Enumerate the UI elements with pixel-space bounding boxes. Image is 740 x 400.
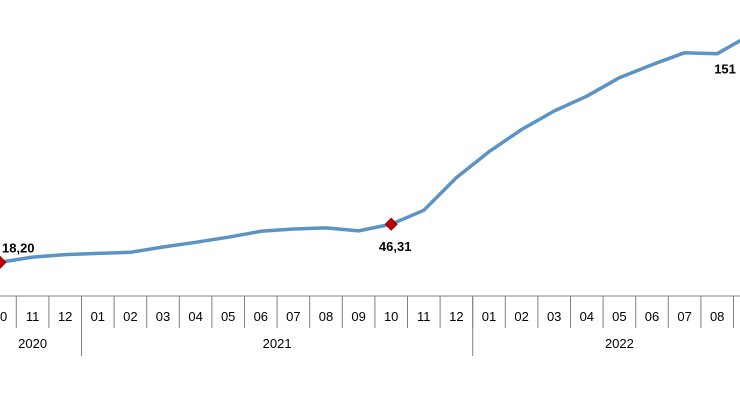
month-tick-label: 08 bbox=[319, 309, 333, 324]
month-tick-label: 12 bbox=[449, 309, 463, 324]
month-tick-label: 12 bbox=[58, 309, 72, 324]
month-tick-label: 03 bbox=[547, 309, 561, 324]
year-label: 2022 bbox=[605, 336, 634, 351]
data-point-marker bbox=[0, 255, 7, 269]
month-tick-label: 06 bbox=[645, 309, 659, 324]
month-tick-label: 08 bbox=[710, 309, 724, 324]
month-tick-label: 01 bbox=[482, 309, 496, 324]
month-tick-label: 03 bbox=[156, 309, 170, 324]
month-tick-label: 02 bbox=[123, 309, 137, 324]
month-tick-label: 09 bbox=[351, 309, 365, 324]
month-tick-label: 01 bbox=[91, 309, 105, 324]
month-tick-label: 11 bbox=[417, 309, 431, 324]
series-line bbox=[0, 38, 740, 265]
year-label: 2020 bbox=[18, 336, 47, 351]
data-point-marker bbox=[384, 217, 398, 231]
marker-layer bbox=[0, 217, 398, 269]
data-label: 151 bbox=[714, 62, 736, 77]
series-line-layer bbox=[0, 38, 740, 265]
month-tick-label: 04 bbox=[188, 309, 202, 324]
month-tick-label: 05 bbox=[221, 309, 235, 324]
month-tick-label: 06 bbox=[254, 309, 268, 324]
month-tick-label: 04 bbox=[580, 309, 594, 324]
data-label: 18,20 bbox=[2, 240, 35, 255]
x-axis: 10 11 12 01 02 03 04 05 06 07 08 09 10 11 12 01 02 03 04 05… bbox=[0, 295, 740, 356]
month-tick-label: 05 bbox=[612, 309, 626, 324]
month-tick-label: 02 bbox=[514, 309, 528, 324]
month-tick-label: 11 bbox=[26, 309, 40, 324]
month-tick-label: 07 bbox=[677, 309, 691, 324]
year-label: 2021 bbox=[263, 336, 292, 351]
month-tick-label: 07 bbox=[286, 309, 300, 324]
data-label: 46,31 bbox=[379, 239, 412, 254]
month-tick-label: 10 bbox=[384, 309, 398, 324]
data-label-layer: 18,20 46,31 151 bbox=[2, 62, 736, 256]
month-tick-label: 10 bbox=[0, 309, 7, 324]
